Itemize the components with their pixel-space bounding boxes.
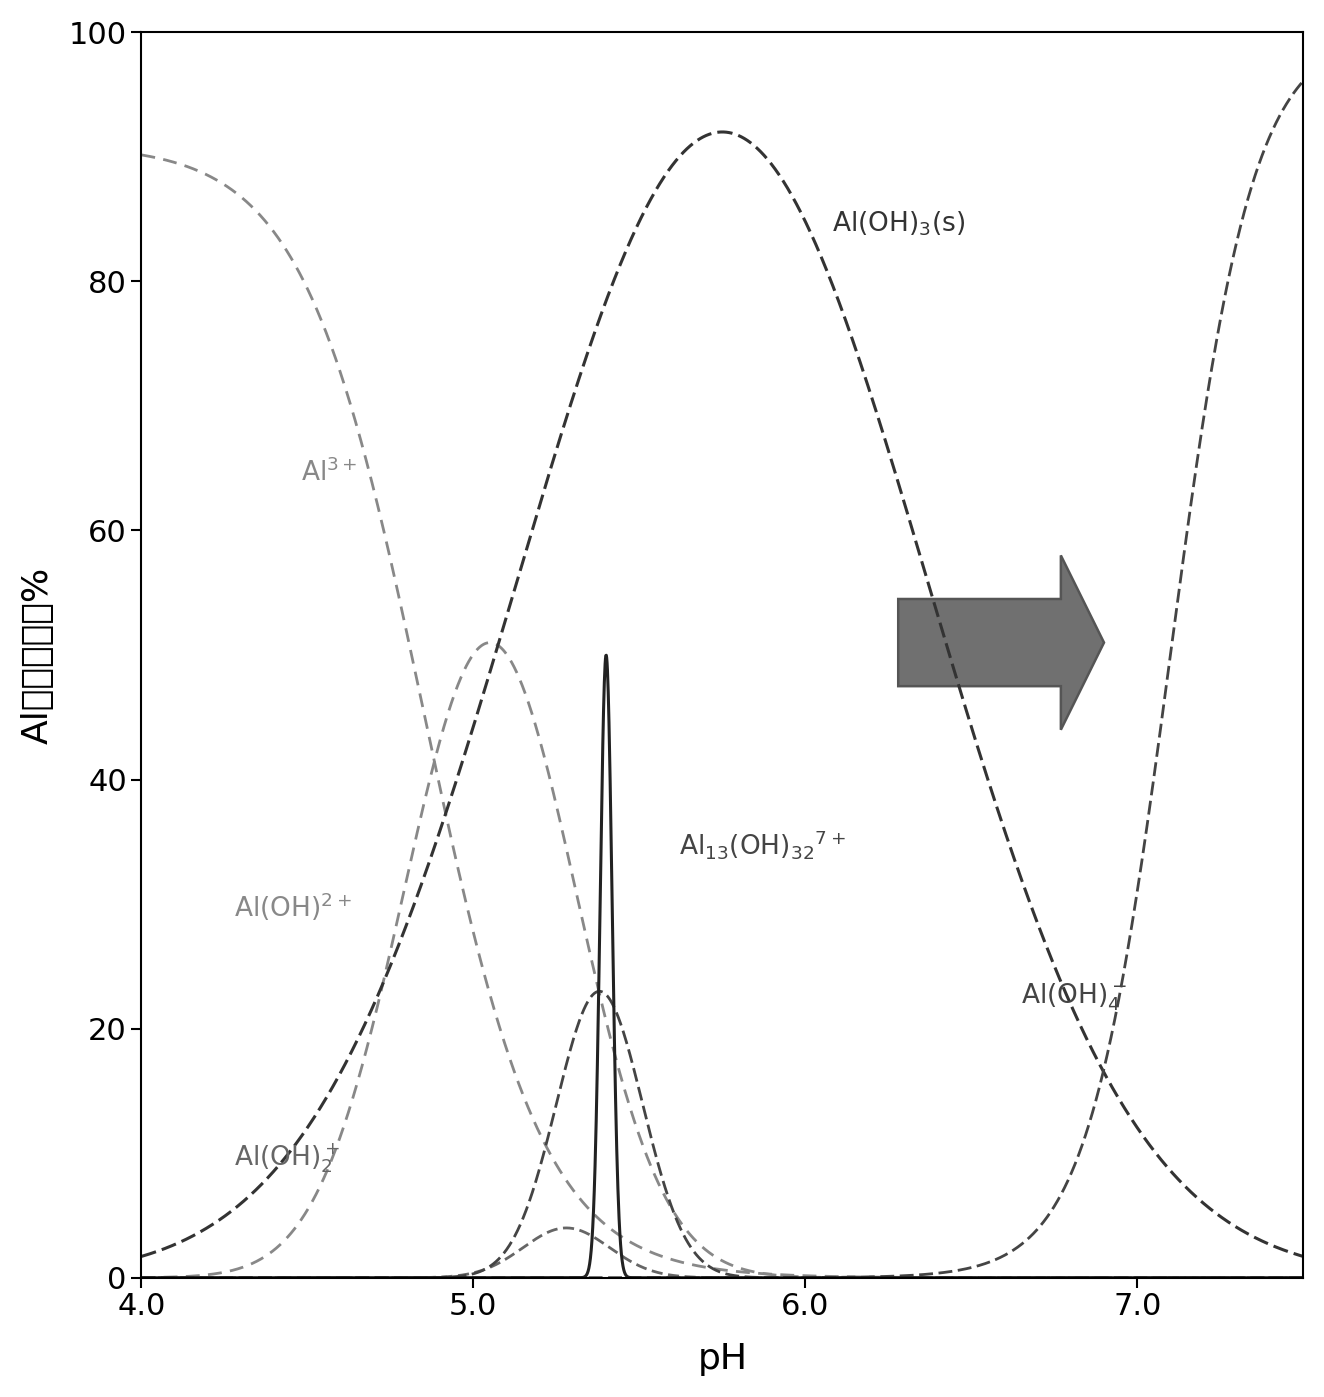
Text: Al$^{3+}$: Al$^{3+}$ <box>301 458 357 486</box>
Text: Al(OH)$_4^-$: Al(OH)$_4^-$ <box>1021 982 1127 1013</box>
X-axis label: pH: pH <box>698 1343 747 1376</box>
FancyArrow shape <box>898 556 1104 729</box>
Y-axis label: Al相关物质的%: Al相关物质的% <box>21 566 54 743</box>
Text: Al$_{13}$(OH)$_{32}$$^{7+}$: Al$_{13}$(OH)$_{32}$$^{7+}$ <box>679 828 846 861</box>
Text: Al(OH)$_3$(s): Al(OH)$_3$(s) <box>831 210 965 237</box>
Text: Al(OH)$_2^+$: Al(OH)$_2^+$ <box>234 1141 340 1175</box>
Text: Al(OH)$^{2+}$: Al(OH)$^{2+}$ <box>234 890 352 922</box>
